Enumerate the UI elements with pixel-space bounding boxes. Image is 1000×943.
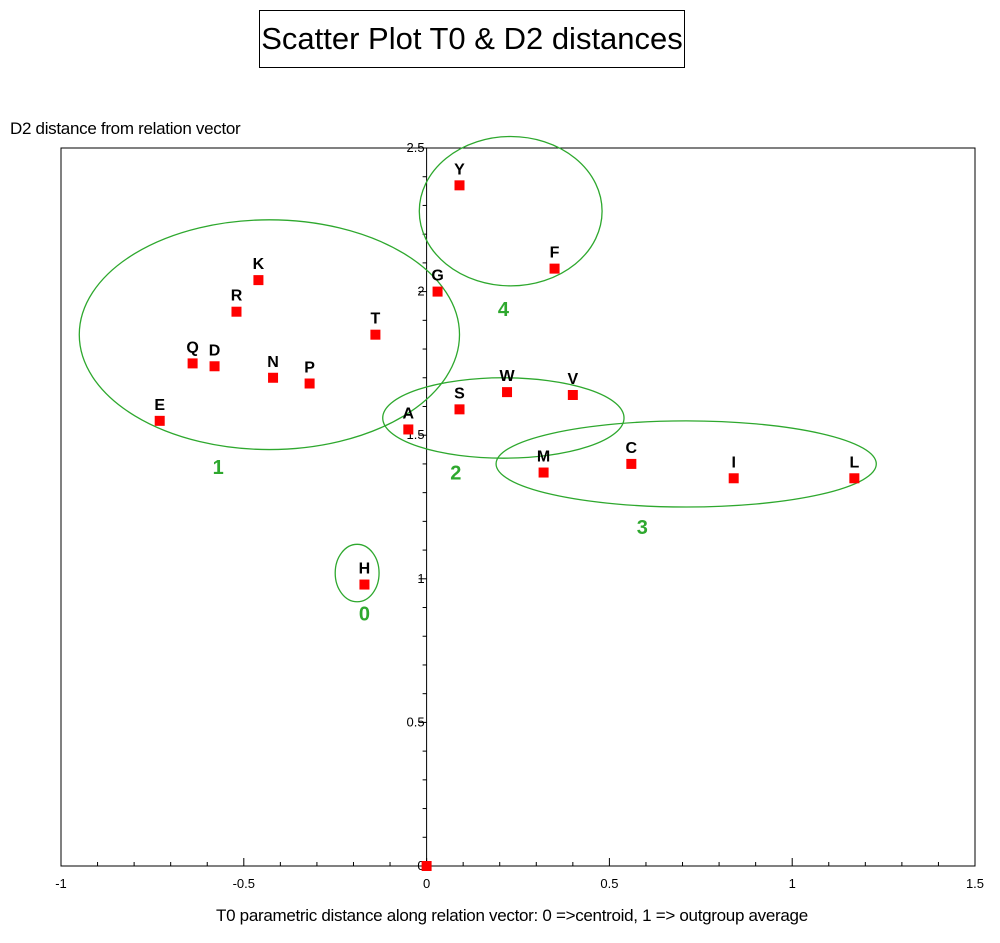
x-tick-label: -1 — [55, 876, 67, 891]
axes-layer: -1 -0.5 0 0.5 1 1.500.511.522.5 — [55, 140, 984, 891]
data-point-A — [403, 424, 414, 435]
point-label-F: F — [550, 245, 560, 262]
point-label-L: L — [849, 454, 859, 471]
data-point-P — [304, 378, 315, 389]
point-label-H: H — [359, 561, 371, 578]
x-tick-label: 0 — [423, 876, 430, 891]
point-label-I: I — [731, 454, 735, 471]
x-tick-label: 1.5 — [966, 876, 984, 891]
data-point-K — [253, 275, 264, 286]
x-tick-label: -0.5 — [233, 876, 255, 891]
data-point-Q — [187, 358, 198, 369]
data-point-E — [154, 415, 165, 426]
data-point-N — [268, 372, 279, 383]
points-layer: E Q D RK N P T H A G Y S W F V M C I L — [154, 161, 859, 871]
data-point-H — [359, 579, 370, 590]
data-point-M — [538, 467, 549, 478]
x-tick-label: 0.5 — [600, 876, 618, 891]
group-label-0: 0 — [359, 603, 370, 625]
point-label-S: S — [454, 385, 465, 402]
plot-frame — [60, 147, 976, 867]
group-ellipse-1 — [78, 219, 461, 451]
point-label-V: V — [568, 371, 579, 388]
point-label-G: G — [431, 268, 443, 285]
y-tick-label: 0 — [417, 858, 424, 873]
data-point-R — [231, 306, 242, 317]
data-point-F — [549, 263, 560, 274]
chart-title: Scatter Plot T0 & D2 distances — [259, 10, 685, 68]
point-label-K: K — [253, 256, 265, 273]
group-label-4: 4 — [498, 299, 510, 321]
data-point-L — [849, 473, 860, 484]
point-label-R: R — [231, 288, 243, 305]
group-label-3: 3 — [637, 517, 648, 539]
y-tick-label: 2 — [417, 284, 424, 299]
group-ellipse-3 — [495, 420, 877, 508]
point-label-W: W — [499, 368, 515, 385]
point-label-M: M — [537, 449, 550, 466]
point-label-N: N — [267, 354, 279, 371]
data-point-origin — [421, 861, 432, 871]
group-ellipse-0 — [334, 543, 380, 603]
data-point-T — [370, 329, 381, 340]
data-point-W — [502, 387, 513, 398]
data-point-G — [432, 286, 443, 297]
data-point-D — [209, 361, 220, 372]
y-tick-label: 1 — [417, 571, 424, 586]
point-label-D: D — [209, 342, 221, 359]
point-label-C: C — [626, 440, 638, 457]
point-label-Y: Y — [454, 161, 465, 178]
group-ellipse-2 — [382, 377, 625, 459]
y-tick-label: 0.5 — [407, 714, 425, 729]
point-label-T: T — [371, 311, 381, 328]
x-axis-label: T0 parametric distance along relation ve… — [216, 906, 808, 925]
data-point-C — [626, 458, 637, 469]
group-label-1: 1 — [213, 457, 224, 479]
groups-layer: 0 1 2 3 4 — [78, 135, 877, 625]
x-tick-label: 1 — [789, 876, 796, 891]
point-label-P: P — [304, 360, 315, 377]
data-point-Y — [454, 180, 465, 191]
point-label-A: A — [403, 405, 415, 422]
point-label-E: E — [154, 397, 165, 414]
data-point-I — [728, 473, 739, 484]
group-ellipse-4 — [418, 135, 603, 287]
y-tick-label: 2.5 — [407, 140, 425, 155]
data-point-V — [567, 389, 578, 400]
group-label-2: 2 — [450, 463, 461, 485]
y-axis-label: D2 distance from relation vector — [10, 119, 241, 138]
data-point-S — [454, 404, 465, 415]
point-label-Q: Q — [186, 339, 198, 356]
